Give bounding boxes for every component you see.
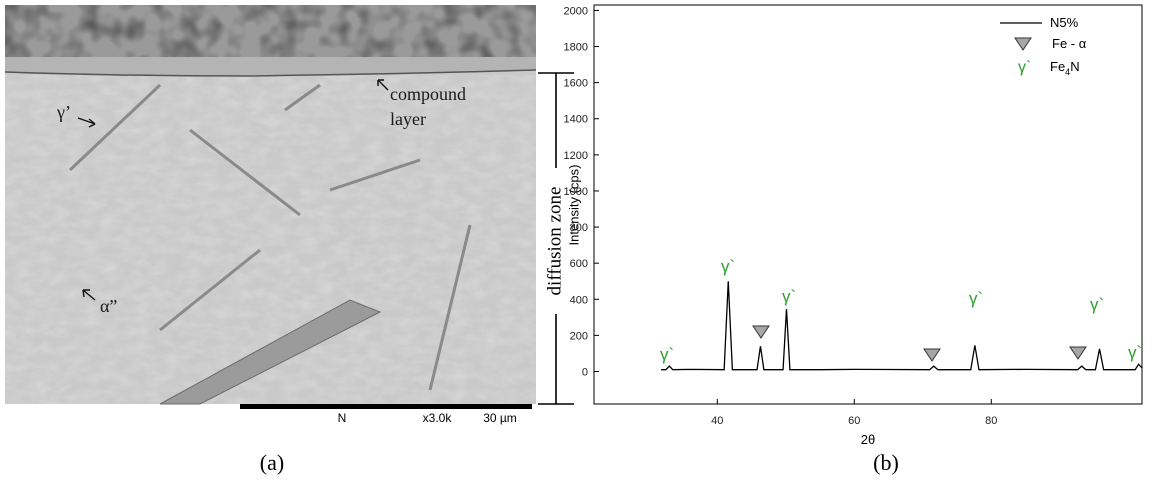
scale-label: N [338,411,347,425]
y-tick-label: 400 [570,294,588,306]
legend-marker [1014,37,1032,51]
micrograph-annotation: α” [100,296,117,316]
legend-label: N5% [1050,15,1079,30]
legend-label: Fe4N [1050,59,1080,77]
zone-label-background [546,168,566,314]
annotation-arrow [377,79,389,91]
legend-symbol: γ` [1018,59,1031,76]
peak-annotations: γ` γ` γ` γ` γ` γ` [660,257,1142,364]
needles [68,83,472,391]
data-line [661,281,1143,371]
formula-part: Fe [1050,59,1065,74]
scale-label: 30 µm [483,411,517,425]
x-axis-label: 2θ [861,432,875,447]
needle [428,224,472,391]
phase-marker [1069,346,1087,360]
compound-layer [5,57,536,76]
phase-marker [752,325,770,339]
x-tick-label: 40 [711,415,723,427]
formula-part: 4 [1065,67,1070,77]
needle [68,83,162,172]
zone-label: diffusion zone [544,187,565,296]
legend: N5% Fe - α γ` Fe4N [1000,15,1087,77]
peak-label: γ` [782,287,796,306]
y-tick-label: 0 [582,367,588,379]
needle [159,248,261,332]
surface-deposit-texture [5,5,536,57]
y-axis-label: Intensity (cps) [566,165,581,246]
panel-label: (a) [260,450,284,475]
large-needle [159,299,382,405]
x-tick-label: 60 [848,415,860,427]
formula-part: N [1070,59,1079,74]
micrograph: N x3.0k 30 µm compound layer γ’ α” diffu… [4,5,574,475]
plot-frame [593,4,1143,405]
peak-label: γ` [1128,343,1142,362]
annotation-arrow [82,289,96,301]
micrograph-annotation: compound [390,84,466,104]
needle [329,158,421,192]
y-tick-label: 1000 [564,186,588,198]
y-tick-label: 2000 [564,5,588,17]
annotation-arrow [77,117,96,128]
needle [284,83,321,112]
needle [189,128,301,217]
y-tick-label: 200 [570,330,588,342]
y-tick-label: 600 [570,258,588,270]
x-tick-label: 80 [985,415,997,427]
y-tick-label: 800 [570,222,588,234]
y-tick-label: 1400 [564,114,588,126]
micrograph-annotation: layer [390,109,426,129]
peak-label: γ` [721,257,735,276]
panel-label: (b) [873,450,899,475]
compound-layer-edge [4,69,537,77]
phase-marker [923,348,941,362]
y-tick-label: 1600 [564,78,588,90]
legend-label: Fe - α [1052,36,1087,51]
scale-label: x3.0k [423,411,453,425]
xrd-chart: Intensity (cps) 2θ N5% Fe - α γ` Fe4N γ`… [564,4,1143,475]
y-tick-label: 1200 [564,150,588,162]
peak-label: γ` [660,345,674,364]
peak-label: γ` [969,289,983,308]
scale-bar [240,404,532,409]
peak-label: γ` [1090,295,1104,314]
micrograph-annotation: γ’ [56,102,71,122]
y-tick-label: 1800 [564,42,588,54]
